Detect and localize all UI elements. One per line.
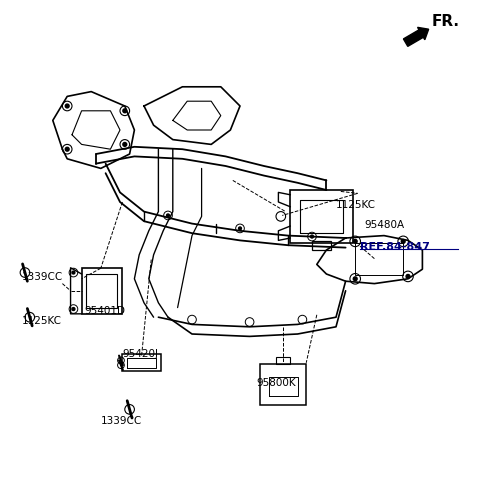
Text: 95480A: 95480A	[365, 219, 405, 229]
Text: 1339CC: 1339CC	[22, 272, 63, 282]
FancyArrow shape	[403, 28, 429, 47]
Circle shape	[167, 214, 169, 217]
Circle shape	[123, 110, 127, 114]
Text: 1125KC: 1125KC	[336, 200, 376, 210]
Text: 1339CC: 1339CC	[101, 415, 142, 425]
Bar	[122, 354, 161, 372]
Bar	[276, 357, 290, 365]
Circle shape	[65, 148, 69, 152]
Bar	[312, 242, 331, 250]
Circle shape	[65, 105, 69, 109]
Text: 1125KC: 1125KC	[22, 315, 61, 325]
Circle shape	[311, 235, 313, 238]
Text: 95420J: 95420J	[122, 349, 158, 359]
Text: 95800K: 95800K	[257, 377, 297, 387]
Circle shape	[406, 275, 410, 279]
Text: 95401D: 95401D	[84, 306, 125, 315]
Bar	[260, 365, 306, 405]
Bar	[86, 275, 117, 308]
Circle shape	[239, 227, 241, 230]
Circle shape	[353, 278, 357, 281]
Text: REF.84-847: REF.84-847	[360, 241, 430, 252]
Circle shape	[123, 143, 127, 147]
Circle shape	[72, 308, 75, 311]
Bar	[82, 268, 122, 314]
Text: FR.: FR.	[432, 14, 460, 29]
Circle shape	[72, 272, 75, 275]
Circle shape	[401, 240, 405, 244]
Bar	[290, 190, 353, 243]
Circle shape	[353, 240, 357, 244]
